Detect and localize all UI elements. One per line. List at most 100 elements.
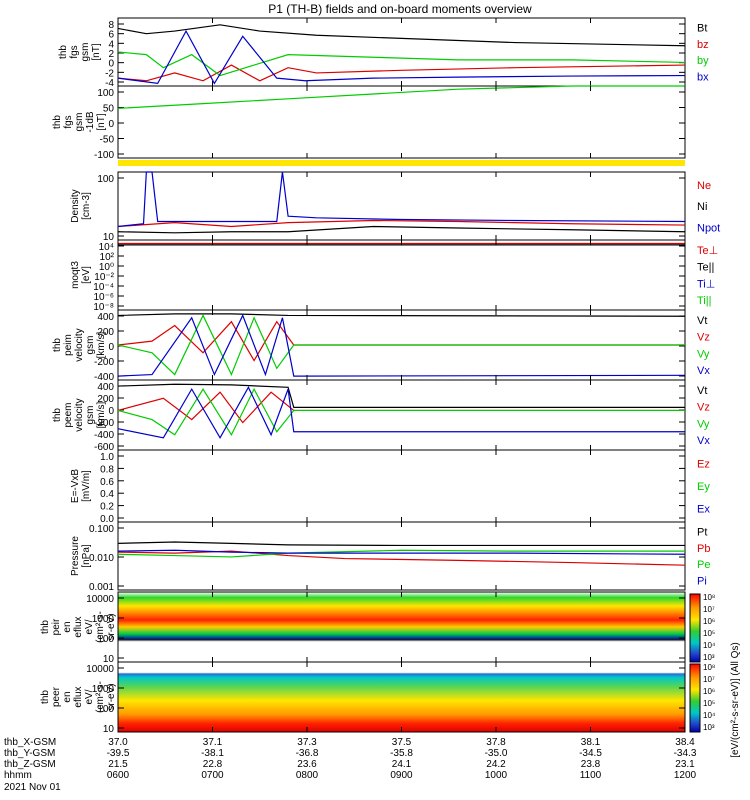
y-axis-label-line: eV/ [84,619,95,634]
y-axis-label-line: en [62,621,73,632]
series-line-bz [117,64,686,82]
x-tick-hhmm: 1000 [485,770,508,781]
panel-pressure: 0.100 0.010 0.001 Pressure[nPa] Pt Pb Pe Pi [70,521,710,593]
legend-entry: Vt [697,385,707,397]
y-axis-label-line: sr-eV) [106,613,117,640]
y-axis-label-line: [nPa] [81,544,92,568]
colorbar-tick-label: 10⁵ [703,629,715,638]
x-tick-ygsm: -39.5 [107,748,130,759]
legend-entry: Ti|| [697,295,711,307]
y-tick-label: -400 [94,430,114,441]
data-flag-bar [118,160,685,166]
y-axis-label-line: [nT] [91,43,102,60]
y-axis-label-line: (cm²-s- [95,681,106,713]
panel-frame [117,449,686,523]
y-axis-label: thbpeerenefluxeV/(cm²-s-sr-eV) [40,681,117,713]
y-axis-label-line: thb [52,408,63,422]
y-tick-label: 200 [97,327,114,338]
legend-entry: Pe [697,559,710,571]
x-tick-xgsm: 38.4 [675,737,695,748]
x-tick-zgsm: 22.8 [203,759,223,770]
x-tick-xgsm: 37.3 [297,737,317,748]
y-tick-label: 8 [108,20,114,31]
y-tick-label: 1.0 [100,452,114,463]
y-axis-label-line: fgs [69,45,80,58]
legend-entry: Pi [697,575,707,587]
plot-title: P1 (TH-B) fields and on-board moments ov… [268,2,532,16]
y-axis-label-line: eflux [73,686,84,707]
y-axis-label-line: [km/s] [96,401,107,428]
x-tick-xgsm: 37.0 [108,737,128,748]
y-tick-label: 10⁻⁶ [93,292,114,303]
x-tick-zgsm: 21.5 [108,759,128,770]
x-tick-xgsm: 37.5 [392,737,412,748]
colorbar-tick-label: 10⁷ [703,675,715,684]
y-tick-label: 200 [97,394,114,405]
series-line-bx [117,29,686,85]
y-tick-label: -2 [105,68,114,79]
y-axis-label: Pressure[nPa] [70,536,92,576]
y-tick-label: 10 [103,232,115,243]
x-tick-zgsm: 23.1 [675,759,695,770]
x-tick-ygsm: -35.0 [485,748,508,759]
y-axis-label-line: eV/ [84,689,95,704]
panel-peim-velocity: 400 200 0 -200 -400 thbpeimvelocitygsm[km/s] V… [52,309,710,383]
y-tick-label: -600 [94,442,114,453]
y-tick-label: 10² [100,252,115,263]
x-tick-xgsm: 37.1 [203,737,223,748]
legend-entry: bx [697,71,709,83]
y-axis-label-line: peer [51,686,62,707]
y-tick-label: 400 [97,312,114,323]
x-tick-zgsm: 24.2 [486,759,506,770]
series-line-Bt [117,24,686,47]
y-tick-label: 0 [108,59,114,70]
legend-entry: Vx [697,435,710,447]
legend-entry: Ez [697,459,710,471]
legend-entry: Vy [697,418,710,430]
colorbar-tick-label: 10³ [703,653,715,662]
colorbar-tick-label: 10⁸ [703,593,715,602]
y-tick-label: 10000 [86,594,114,605]
y-axis-label-line: peim [63,334,74,356]
y-axis-label-line: gsm [85,406,96,425]
panel-density: 100 10 Density[cm-3] Ne Ni Npot [70,171,720,243]
panel-fgs-1dB: 100 50 0 -50 -100 thbfgsgsm-1dB[nT] [52,85,686,161]
series-line-trace [117,85,685,109]
series-line-Vx [117,386,685,440]
y-tick-label: -400 [94,372,114,383]
y-tick-label: 10 [103,724,115,735]
y-axis-label-line: (cm²-s- [95,611,106,643]
y-tick-label: 10⁻² [94,272,114,283]
series-line-by [117,51,686,77]
series-line-Pi [117,549,686,555]
panel-frame [117,379,686,451]
y-axis-label-line: sr-eV) [106,683,117,710]
y-tick-label: 0.010 [89,553,114,564]
x-tick-hhmm: 1200 [674,770,697,781]
panel-efield: 1.00.8 0.60.4 0.20.0 E=-VxB[mV/m] Ez Ey Ex [70,449,710,525]
series-line-Vy [117,387,685,437]
x-tick-zgsm: 23.8 [581,759,601,770]
y-axis-label-line: velocity [74,328,85,361]
y-axis-label-line: peir [51,618,62,635]
y-axis-label-line: [cm-3] [81,192,92,220]
x-axis-row-label: thb_X-GSM [4,737,56,748]
y-axis-label: E=-VxB[mV/m] [70,469,92,504]
series-line-Ni [117,225,686,234]
colorbar-tick-label: 10⁷ [703,605,715,614]
x-tick-hhmm: 0800 [296,770,319,781]
y-tick-label: 0 [108,406,114,417]
y-tick-label: 50 [103,104,115,115]
y-axis-label-line: peem [63,402,74,427]
y-axis-label: Density[cm-3] [70,189,92,222]
y-tick-label: -4 [105,78,114,89]
series-line-Pt [117,541,685,547]
panels-group: 86420-2-4thbfgsgsm[nT]Btbzbybx100500-50-… [40,17,720,735]
legend-entry: by [697,55,709,67]
y-axis-label: thbfgsgsm-1dB[nT] [52,111,107,132]
y-axis-label: thbpeirenefluxeV/(cm²-s-sr-eV) [40,611,117,643]
